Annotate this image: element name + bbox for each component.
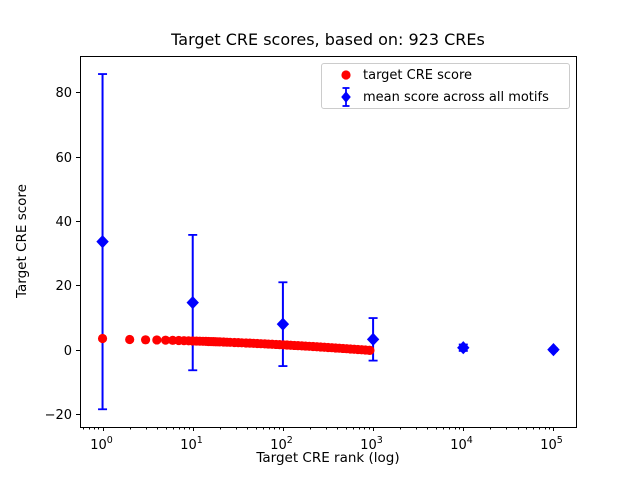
chart-title: Target CRE scores, based on: 923 CREs [171,30,485,49]
x-axis-label: Target CRE rank (log) [256,450,400,466]
y-tick-label: 0 [64,344,72,359]
mean-point [186,295,199,310]
target-point [97,333,108,344]
target-point [140,335,151,345]
mean-point [457,341,470,355]
mean-point [276,317,290,331]
blue-diamond-errorbar-icon [341,87,351,107]
target-point [152,335,162,345]
mean-point [96,235,109,249]
y-tick-label: 40 [55,215,72,230]
legend-label-mean: mean score across all motifs [363,89,549,105]
y-tick-label: −20 [45,408,72,423]
mean-point [366,332,380,346]
mean-point [547,343,560,357]
legend-label-target: target CRE score [363,67,473,83]
target-point [160,335,171,345]
plot-frame [80,56,577,428]
legend-item-mean: mean score across all motifs [329,86,569,108]
y-tick-label: 80 [55,86,72,101]
y-tick-label: 20 [55,279,72,294]
y-axis-label: Target CRE score [14,184,30,298]
target-point [125,334,135,345]
y-tick-label: 60 [55,151,72,166]
legend: target CRE score mean score across all m… [321,63,570,109]
target-point [365,345,375,355]
red-circle-icon [341,70,351,80]
legend-item-target: target CRE score [329,64,569,86]
